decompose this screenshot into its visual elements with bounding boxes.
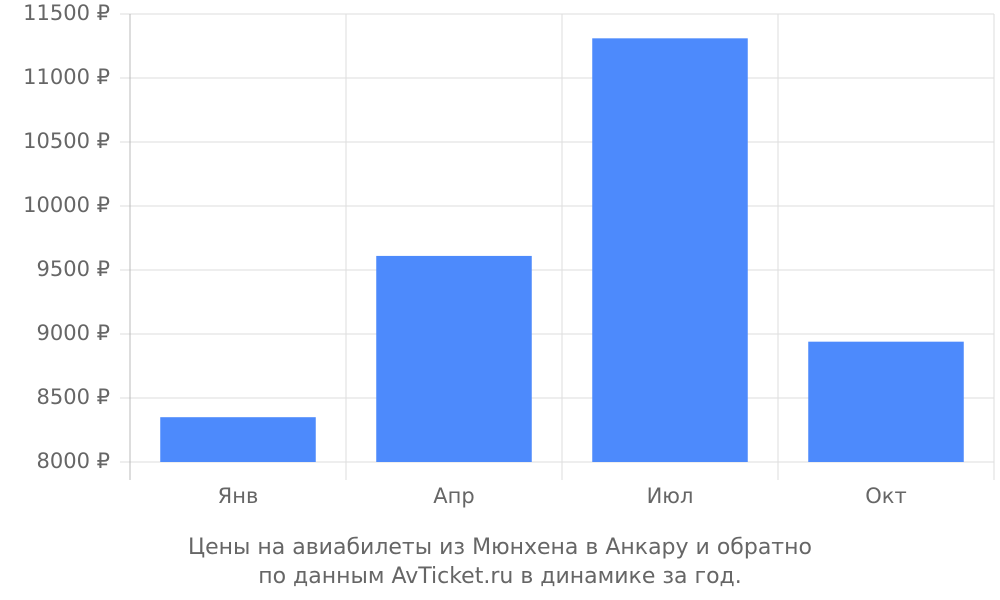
y-tick-label: 9000 ₽ [37, 321, 110, 345]
bar [376, 255, 532, 462]
x-tick-label: Апр [433, 484, 474, 508]
x-tick-label: Янв [218, 484, 259, 508]
y-tick-label: 11500 ₽ [23, 1, 110, 25]
bar [808, 341, 964, 462]
x-tick-label: Июл [647, 484, 694, 508]
bar [592, 38, 748, 462]
y-tick-label: 9500 ₽ [37, 257, 110, 281]
y-tick-label: 11000 ₽ [23, 65, 110, 89]
caption: по данным AvTicket.ru в динамике за год. [258, 564, 742, 589]
y-tick-label: 10500 ₽ [23, 129, 110, 153]
y-tick-label: 10000 ₽ [23, 193, 110, 217]
y-tick-label: 8000 ₽ [37, 449, 110, 473]
y-tick-label: 8500 ₽ [37, 385, 110, 409]
caption: Цены на авиабилеты из Мюнхена в Анкару и… [188, 535, 812, 560]
x-tick-label: Окт [865, 484, 906, 508]
bar [160, 417, 316, 462]
